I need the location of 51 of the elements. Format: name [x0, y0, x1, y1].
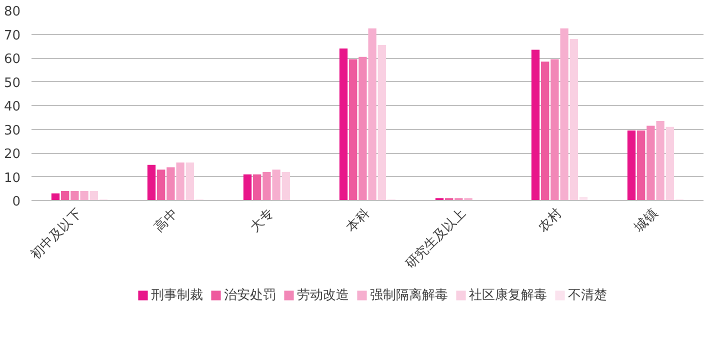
y-tick-label: 40	[4, 100, 21, 114]
bar	[349, 59, 358, 200]
legend-label: 治安处罚	[224, 287, 276, 304]
bar	[358, 56, 367, 200]
x-tick-label: 本科	[344, 206, 373, 236]
bar	[560, 28, 568, 200]
x-tick-label: 研究生及以上	[403, 206, 469, 272]
bar	[70, 191, 79, 200]
bar	[541, 62, 550, 200]
y-tick-label: 30	[4, 123, 21, 138]
bar	[550, 59, 559, 200]
x-tick-label: 城镇	[631, 206, 661, 236]
y-tick-label: 80	[4, 4, 21, 20]
bar	[656, 120, 664, 200]
y-tick-label: 10	[4, 170, 21, 186]
x-tick-label: 大专	[248, 206, 277, 236]
bar	[186, 162, 194, 200]
y-tick-label: 70	[4, 28, 21, 44]
y-tick-label: 0	[12, 194, 21, 210]
bar	[339, 48, 348, 200]
bar	[282, 172, 290, 200]
bar	[378, 44, 386, 200]
bar	[90, 191, 98, 200]
legend-label: 刑事制裁	[151, 287, 203, 304]
bar	[157, 170, 166, 200]
x-tick-label: 高中	[151, 205, 181, 236]
bar	[147, 164, 156, 200]
y-tick-label: 60	[4, 52, 21, 67]
x-tick-label: 农村	[536, 206, 565, 236]
bar	[253, 174, 262, 200]
bar	[646, 126, 655, 200]
bar	[61, 191, 70, 200]
bar	[368, 28, 376, 200]
y-tick-label: 50	[4, 76, 21, 91]
legend-label: 劳动改造	[297, 287, 349, 304]
x-tick-label: 初中及以下	[28, 206, 85, 263]
bar	[637, 130, 646, 200]
bar	[166, 167, 175, 200]
bar	[243, 174, 252, 200]
bar	[262, 172, 271, 200]
bar	[80, 191, 88, 200]
bar	[531, 50, 540, 200]
legend-label: 社区康复解毒	[469, 287, 547, 304]
bar	[176, 162, 184, 200]
y-tick-label: 20	[4, 147, 21, 162]
bar	[272, 170, 280, 200]
bar	[666, 126, 674, 200]
bar	[570, 39, 578, 200]
legend-label: 强制隔离解毒	[370, 287, 448, 304]
bar	[627, 130, 636, 200]
legend-label: 不清楚	[568, 287, 607, 304]
